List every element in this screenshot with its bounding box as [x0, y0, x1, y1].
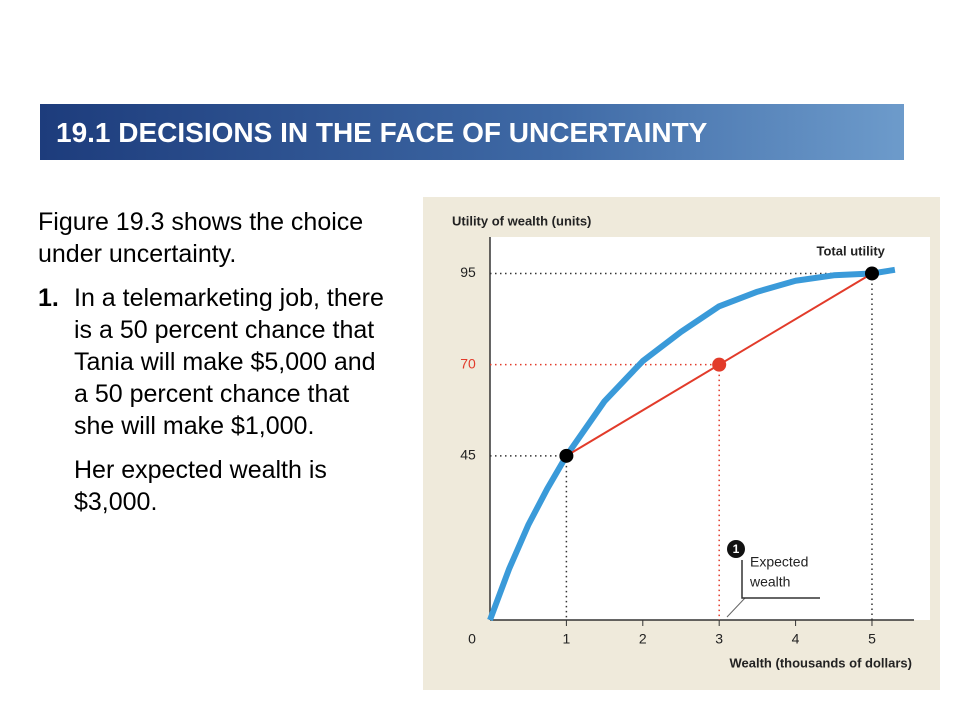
- x-tick-label: 4: [792, 631, 800, 647]
- y-tick-label: 45: [460, 447, 476, 463]
- annotation-text: wealth: [749, 574, 790, 590]
- annotation-leader: [726, 597, 746, 618]
- annotation-text: Expected: [750, 554, 808, 570]
- annotation-badge: [727, 540, 745, 558]
- item-text: In a telemarketing job, there is a 50 pe…: [74, 284, 384, 440]
- x-tick-label: 1: [562, 631, 570, 647]
- utility-curve: [487, 266, 896, 622]
- x-tick-label: 5: [868, 631, 876, 647]
- plot-area: [490, 237, 930, 620]
- point: [864, 266, 879, 281]
- title-banner: 19.1 DECISIONS IN THE FACE OF UNCERTAINT…: [40, 104, 904, 160]
- paragraph: Her expected wealth is $3,000.: [74, 456, 327, 516]
- body-text: Figure 19.3 shows the choice under uncer…: [38, 206, 388, 530]
- list-item: 1. In a telemarketing job, there is a 50…: [38, 282, 388, 442]
- x-tick-label: 0: [468, 631, 476, 647]
- series-label: Total utility: [817, 243, 886, 258]
- annotation-number: 1: [733, 542, 740, 556]
- y-axis-title: Utility of wealth (units): [452, 213, 591, 228]
- point: [559, 448, 574, 463]
- item-number: 1.: [38, 284, 59, 312]
- x-tick-label: 3: [715, 631, 723, 647]
- point: [712, 357, 727, 372]
- x-tick-label: 2: [639, 631, 647, 647]
- slide-title: 19.1 DECISIONS IN THE FACE OF UNCERTAINT…: [56, 117, 708, 148]
- x-axis-title: Wealth (thousands of dollars): [730, 655, 913, 670]
- annotation-box: [741, 560, 820, 599]
- paragraph: Figure 19.3 shows the choice under uncer…: [38, 208, 364, 268]
- y-tick-label: 70: [460, 355, 476, 371]
- y-tick-label: 95: [460, 264, 476, 280]
